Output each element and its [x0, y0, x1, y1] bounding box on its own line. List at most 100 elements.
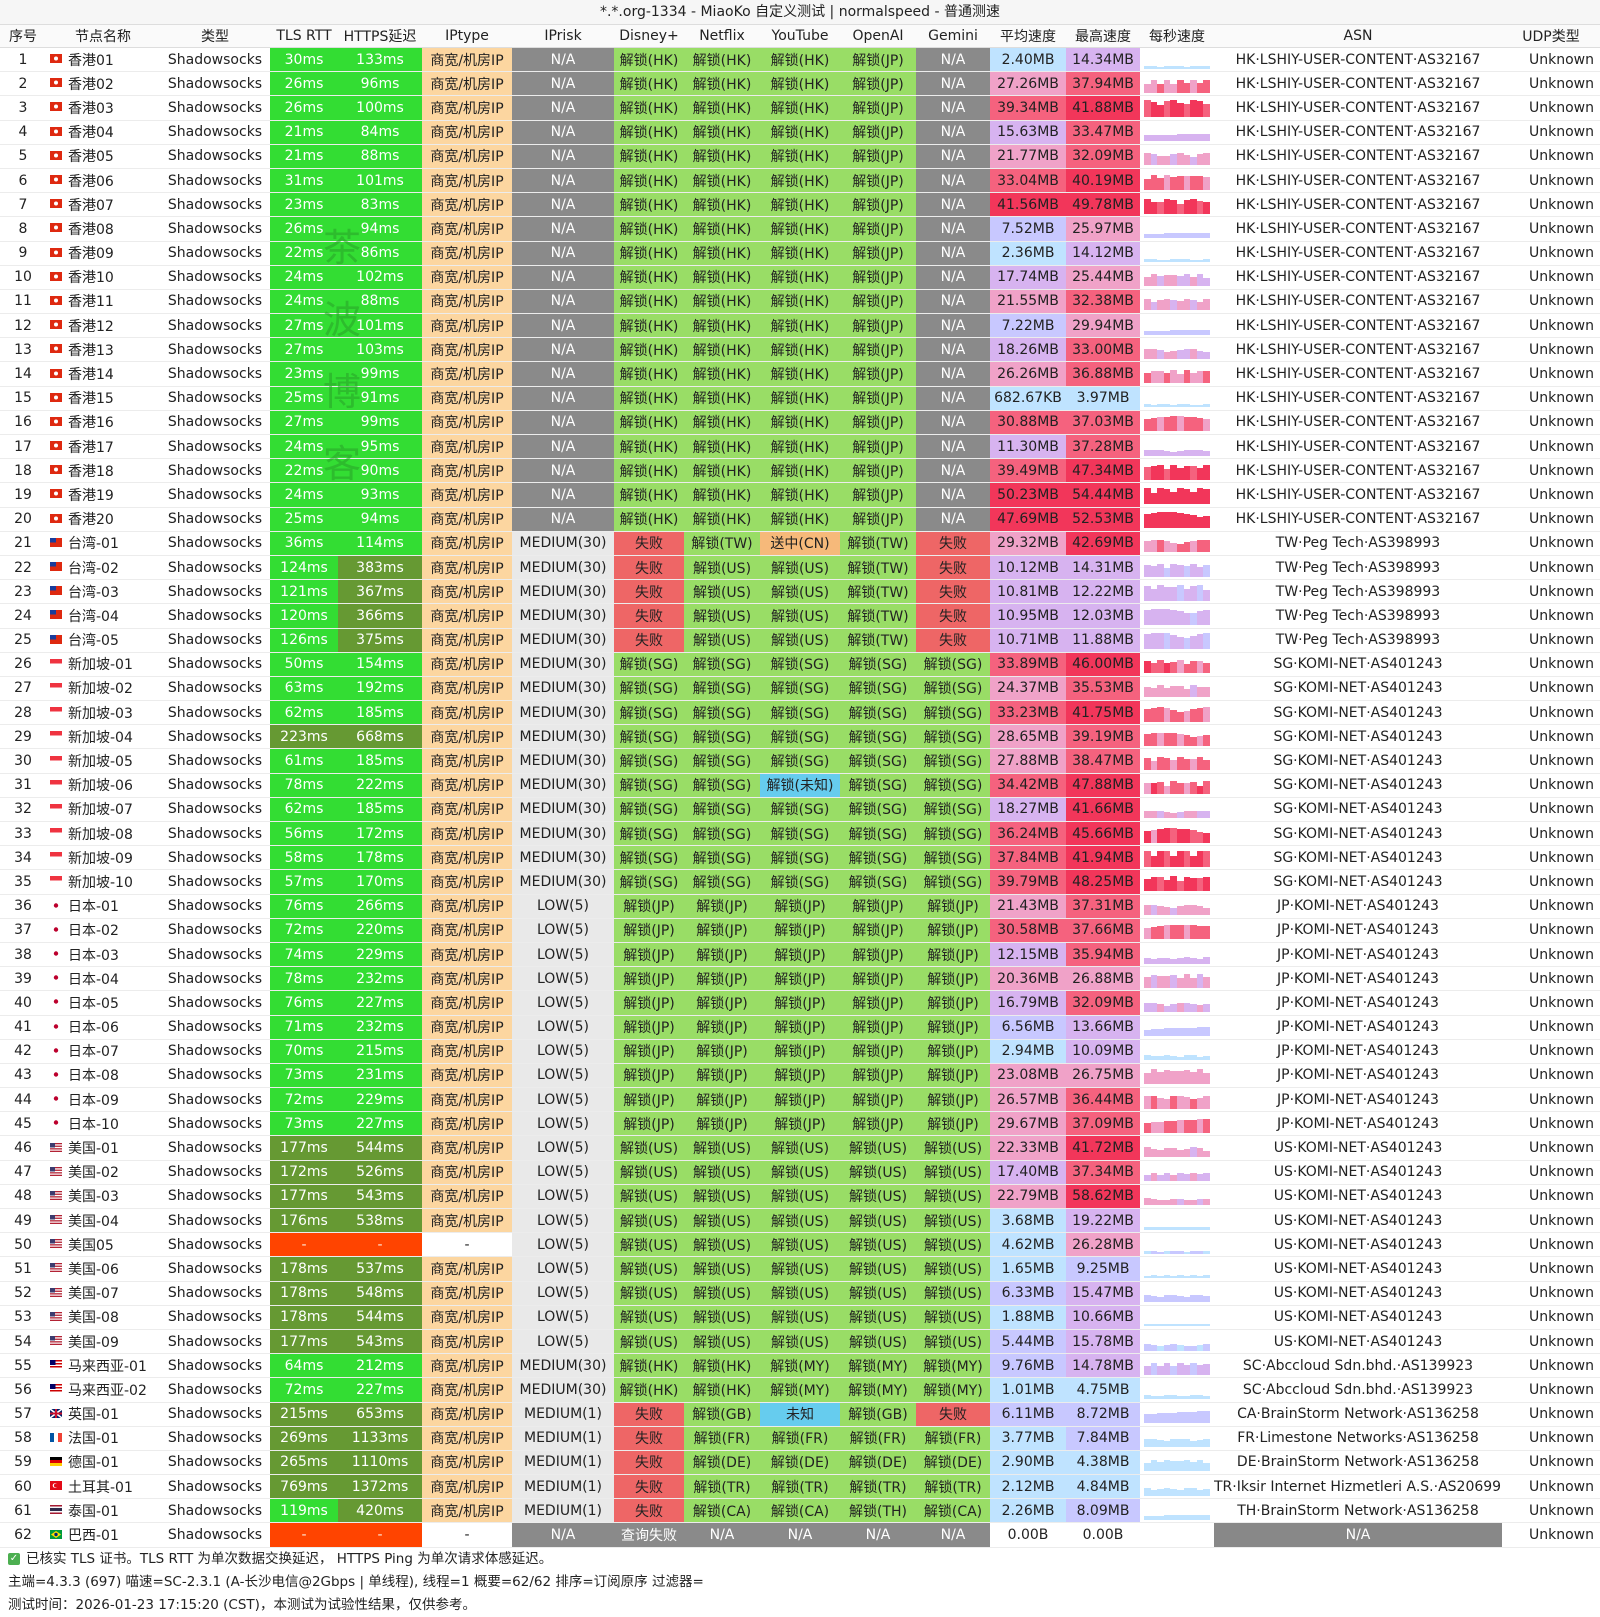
table-row[interactable]: 40 日本-05 Shadowsocks 76ms 227ms 商宽/机房IP LOW(5)… — [0, 990, 1600, 1016]
table-row[interactable]: 9 香港09 Shadowsocks 22ms 86ms 商宽/机房IP N/A 解锁(HK)… — [0, 241, 1600, 266]
table-row[interactable]: 19 香港19 Shadowsocks 24ms 93ms 商宽/机房IP N/A 解锁(HK… — [0, 482, 1600, 508]
table-row[interactable]: 30 新加坡-05 Shadowsocks 61ms 185ms 商宽/机房IP MEDIU… — [0, 748, 1600, 774]
cell-avg-speed: 2.90MB — [990, 1450, 1066, 1476]
table-row[interactable]: 27 新加坡-02 Shadowsocks 63ms 192ms 商宽/机房IP MEDIU… — [0, 676, 1600, 702]
table-row[interactable]: 6 香港06 Shadowsocks 31ms 101ms 商宽/机房IP N/A 解锁(HK… — [0, 168, 1600, 194]
cell-type: Shadowsocks — [160, 869, 270, 895]
table-row[interactable]: 49 美国-04 Shadowsocks 176ms 538ms 商宽/机房IP LOW(5… — [0, 1208, 1600, 1234]
table-row[interactable]: 51 美国-06 Shadowsocks 178ms 537ms 商宽/机房IP LOW(5… — [0, 1256, 1600, 1282]
table-row[interactable]: 47 美国-02 Shadowsocks 172ms 526ms 商宽/机房IP LOW(5… — [0, 1160, 1600, 1185]
cell-iptype: 商宽/机房IP — [422, 1160, 512, 1185]
table-row[interactable]: 8 香港08 Shadowsocks 26ms 94ms 商宽/机房IP N/A 解锁(HK)… — [0, 216, 1600, 242]
cell-youtube: 送中(CN) — [760, 531, 840, 556]
spark-bar — [1196, 1005, 1204, 1012]
table-row[interactable]: 55 马来西亚-01 Shadowsocks 64ms 212ms 商宽/机房IP MEDI… — [0, 1353, 1600, 1379]
table-row[interactable]: 31 新加坡-06 Shadowsocks 78ms 222ms 商宽/机房IP MEDIU… — [0, 773, 1600, 798]
spark-bar — [1150, 259, 1158, 263]
table-row[interactable]: 7 香港07 Shadowsocks 23ms 83ms 商宽/机房IP N/A 解锁(HK)… — [0, 192, 1600, 218]
table-row[interactable]: 4 香港04 Shadowsocks 21ms 84ms 商宽/机房IP N/A 解锁(HK)… — [0, 120, 1600, 145]
table-row[interactable]: 44 日本-09 Shadowsocks 72ms 229ms 商宽/机房IP LOW(5)… — [0, 1087, 1600, 1113]
cell-disney: 解锁(SG) — [614, 845, 684, 871]
cell-avg-speed: 18.27MB — [990, 797, 1066, 823]
table-row[interactable]: 3 香港03 Shadowsocks 26ms 100ms 商宽/机房IP N/A 解锁(HK… — [0, 95, 1600, 121]
table-row[interactable]: 28 新加坡-03 Shadowsocks 62ms 185ms 商宽/机房IP MEDIU… — [0, 700, 1600, 726]
cell-index: 51 — [0, 1256, 46, 1282]
spark-bar — [1190, 1395, 1197, 1399]
table-row[interactable]: 32 新加坡-07 Shadowsocks 62ms 185ms 商宽/机房IP MEDIU… — [0, 797, 1600, 823]
cell-gemini: N/A — [916, 482, 990, 508]
cell-openai: 解锁(FR) — [840, 1426, 916, 1451]
cell-netflix: 解锁(SG) — [684, 821, 760, 847]
table-row[interactable]: 37 日本-02 Shadowsocks 72ms 220ms 商宽/机房IP LOW(5)… — [0, 918, 1600, 943]
table-row[interactable]: 2 香港02 Shadowsocks 26ms 96ms 商宽/机房IP N/A 解锁(HK)… — [0, 71, 1600, 97]
table-row[interactable]: 56 马来西亚-02 Shadowsocks 72ms 227ms 商宽/机房IP MEDI… — [0, 1377, 1600, 1403]
table-row[interactable]: 23 台湾-03 Shadowsocks 121ms 367ms 商宽/机房IP MEDIU… — [0, 579, 1600, 605]
cell-iprisk: MEDIUM(30) — [512, 676, 614, 702]
cell-iprisk: MEDIUM(1) — [512, 1402, 614, 1427]
table-row[interactable]: 50 美国05 Shadowsocks - - - LOW(5) 解锁(US) 解锁(US) 解锁… — [0, 1232, 1600, 1258]
cell-asn: HK·LSHIY-USER-CONTENT·AS32167 — [1214, 313, 1502, 339]
cell-avg-speed: 2.12MB — [990, 1474, 1066, 1500]
cell-udp-type: Unknown — [1502, 313, 1600, 339]
table-row[interactable]: 34 新加坡-09 Shadowsocks 58ms 178ms 商宽/机房IP MEDIU… — [0, 845, 1600, 871]
table-row[interactable]: 25 台湾-05 Shadowsocks 126ms 375ms 商宽/机房IP MEDIU… — [0, 628, 1600, 653]
cell-tls-rtt: 73ms — [270, 1111, 338, 1137]
table-row[interactable]: 13 香港13 Shadowsocks 27ms 103ms 商宽/机房IP N/A 解锁(H… — [0, 337, 1600, 363]
table-row[interactable]: 39 日本-04 Shadowsocks 78ms 232ms 商宽/机房IP LOW(5)… — [0, 966, 1600, 992]
table-row[interactable]: 52 美国-07 Shadowsocks 178ms 548ms 商宽/机房IP LOW(5… — [0, 1281, 1600, 1306]
table-row[interactable]: 35 新加坡-10 Shadowsocks 57ms 170ms 商宽/机房IP MEDIU… — [0, 869, 1600, 895]
cell-asn: US·KOMI-NET·AS401243 — [1214, 1160, 1502, 1185]
table-row[interactable]: 62 巴西-01 Shadowsocks - - - N/A 查询失败 N/A N/A N/A N/A… — [0, 1522, 1600, 1548]
table-row[interactable]: 60 土耳其-01 Shadowsocks 769ms 1372ms 商宽/机房IP MED… — [0, 1474, 1600, 1500]
table-row[interactable]: 46 美国-01 Shadowsocks 177ms 544ms 商宽/机房IP LOW(5… — [0, 1135, 1600, 1161]
table-row[interactable]: 45 日本-10 Shadowsocks 73ms 227ms 商宽/机房IP LOW(5)… — [0, 1111, 1600, 1137]
cell-netflix: 解锁(JP) — [684, 1015, 760, 1040]
table-row[interactable]: 54 美国-09 Shadowsocks 177ms 543ms 商宽/机房IP LOW(5… — [0, 1329, 1600, 1355]
table-row[interactable]: 17 香港17 Shadowsocks 24ms 95ms 商宽/机房IP N/A 解锁(HK… — [0, 434, 1600, 460]
spark-bar — [1150, 233, 1158, 238]
table-row[interactable]: 18 香港18 Shadowsocks 22ms 90ms 商宽/机房IP N/A 解锁(HK… — [0, 458, 1600, 484]
table-row[interactable]: 21 台湾-01 Shadowsocks 36ms 114ms 商宽/机房IP MEDIUM… — [0, 531, 1600, 556]
table-row[interactable]: 26 新加坡-01 Shadowsocks 50ms 154ms 商宽/机房IP MEDIU… — [0, 652, 1600, 677]
table-row[interactable]: 5 香港05 Shadowsocks 21ms 88ms 商宽/机房IP N/A 解锁(HK)… — [0, 144, 1600, 169]
cell-index: 40 — [0, 990, 46, 1016]
table-row[interactable]: 41 日本-06 Shadowsocks 71ms 232ms 商宽/机房IP LOW(5)… — [0, 1015, 1600, 1040]
table-row[interactable]: 58 法国-01 Shadowsocks 269ms 1133ms 商宽/机房IP MEDI… — [0, 1426, 1600, 1451]
cell-https-latency: 100ms — [338, 95, 422, 121]
table-row[interactable]: 38 日本-03 Shadowsocks 74ms 229ms 商宽/机房IP LOW(5)… — [0, 942, 1600, 968]
table-row[interactable]: 36 日本-01 Shadowsocks 76ms 266ms 商宽/机房IP LOW(5)… — [0, 894, 1600, 919]
table-row[interactable]: 33 新加坡-08 Shadowsocks 56ms 172ms 商宽/机房IP MEDIU… — [0, 821, 1600, 847]
cell-https-latency: 96ms — [338, 71, 422, 97]
table-row[interactable]: 11 香港11 Shadowsocks 24ms 88ms 商宽/机房IP N/A 解锁(HK… — [0, 289, 1600, 315]
spark-bar — [1203, 1226, 1210, 1230]
speed-sparkline — [1144, 244, 1210, 263]
spark-bar — [1157, 1440, 1164, 1448]
table-row[interactable]: 14 香港14 Shadowsocks 23ms 99ms 商宽/机房IP N/A 解锁(HK… — [0, 361, 1600, 387]
table-row[interactable]: 12 香港12 Shadowsocks 27ms 101ms 商宽/机房IP N/A 解锁(H… — [0, 313, 1600, 339]
table-row[interactable]: 10 香港10 Shadowsocks 24ms 102ms 商宽/机房IP N/A 解锁(H… — [0, 265, 1600, 290]
table-row[interactable]: 43 日本-08 Shadowsocks 73ms 231ms 商宽/机房IP LOW(5)… — [0, 1063, 1600, 1089]
table-row[interactable]: 59 德国-01 Shadowsocks 265ms 1110ms 商宽/机房IP MEDI… — [0, 1450, 1600, 1476]
spark-bar — [1183, 1096, 1191, 1109]
cell-iptype: 商宽/机房IP — [422, 1281, 512, 1306]
table-row[interactable]: 20 香港20 Shadowsocks 25ms 94ms 商宽/机房IP N/A 解锁(HK… — [0, 507, 1600, 532]
table-row[interactable]: 61 泰国-01 Shadowsocks 119ms 420ms 商宽/机房IP MEDIU… — [0, 1498, 1600, 1524]
cell-type: Shadowsocks — [160, 1426, 270, 1451]
cell-asn: TW·Peg Tech·AS398993 — [1214, 579, 1502, 605]
spark-bar — [1196, 259, 1204, 263]
spark-bar — [1190, 1514, 1197, 1520]
table-row[interactable]: 24 台湾-04 Shadowsocks 120ms 366ms 商宽/机房IP MEDIU… — [0, 603, 1600, 629]
cell-max-speed: 4.75MB — [1066, 1377, 1140, 1403]
cell-netflix: 解锁(CA) — [684, 1498, 760, 1524]
table-row[interactable]: 1 香港01 Shadowsocks 30ms 133ms 商宽/机房IP N/A 解锁(HK… — [0, 47, 1600, 73]
table-row[interactable]: 57 英国-01 Shadowsocks 215ms 653ms 商宽/机房IP MEDIU… — [0, 1402, 1600, 1427]
table-row[interactable]: 15 香港15 Shadowsocks 25ms 91ms 商宽/机房IP N/A 解锁(HK… — [0, 386, 1600, 411]
table-row[interactable]: 42 日本-07 Shadowsocks 70ms 215ms 商宽/机房IP LOW(5)… — [0, 1039, 1600, 1064]
flag-icon — [50, 779, 62, 789]
spark-bar — [1203, 1095, 1210, 1109]
table-row[interactable]: 16 香港16 Shadowsocks 27ms 99ms 商宽/机房IP N/A 解锁(HK… — [0, 410, 1600, 436]
table-row[interactable]: 22 台湾-02 Shadowsocks 124ms 383ms 商宽/机房IP MEDIU… — [0, 555, 1600, 581]
table-row[interactable]: 29 新加坡-04 Shadowsocks 223ms 668ms 商宽/机房IP MEDI… — [0, 724, 1600, 750]
table-row[interactable]: 53 美国-08 Shadowsocks 178ms 544ms 商宽/机房IP LOW(5… — [0, 1305, 1600, 1330]
table-row[interactable]: 48 美国-03 Shadowsocks 177ms 543ms 商宽/机房IP LOW(5… — [0, 1184, 1600, 1210]
